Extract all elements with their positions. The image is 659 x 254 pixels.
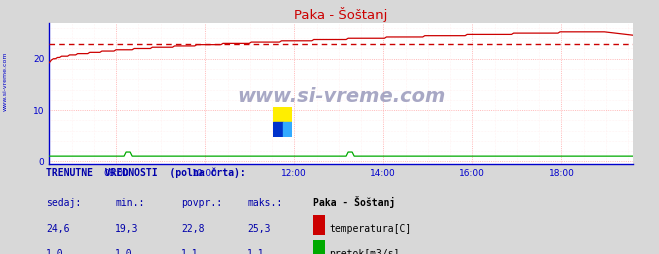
Text: 24,6: 24,6 xyxy=(46,224,70,234)
Text: www.si-vreme.com: www.si-vreme.com xyxy=(237,87,445,106)
Text: temperatura[C]: temperatura[C] xyxy=(330,224,412,234)
Text: www.si-vreme.com: www.si-vreme.com xyxy=(3,52,8,111)
Text: 1,1: 1,1 xyxy=(247,249,265,254)
Text: 1,0: 1,0 xyxy=(46,249,64,254)
Title: Paka - Šoštanj: Paka - Šoštanj xyxy=(295,7,387,22)
Text: min.:: min.: xyxy=(115,198,145,208)
Text: maks.:: maks.: xyxy=(247,198,282,208)
Bar xyxy=(273,107,292,122)
Text: pretok[m3/s]: pretok[m3/s] xyxy=(330,249,400,254)
Text: TRENUTNE  VREDNOSTI  (polna črta):: TRENUTNE VREDNOSTI (polna črta): xyxy=(46,167,246,178)
Text: 22,8: 22,8 xyxy=(181,224,205,234)
Text: 1,0: 1,0 xyxy=(115,249,133,254)
Text: povpr.:: povpr.: xyxy=(181,198,222,208)
Text: 1,1: 1,1 xyxy=(181,249,199,254)
Text: sedaj:: sedaj: xyxy=(46,198,81,208)
Bar xyxy=(273,122,283,137)
Text: 25,3: 25,3 xyxy=(247,224,271,234)
Bar xyxy=(283,122,292,137)
Text: Paka - Šoštanj: Paka - Šoštanj xyxy=(313,196,395,208)
Text: 19,3: 19,3 xyxy=(115,224,139,234)
